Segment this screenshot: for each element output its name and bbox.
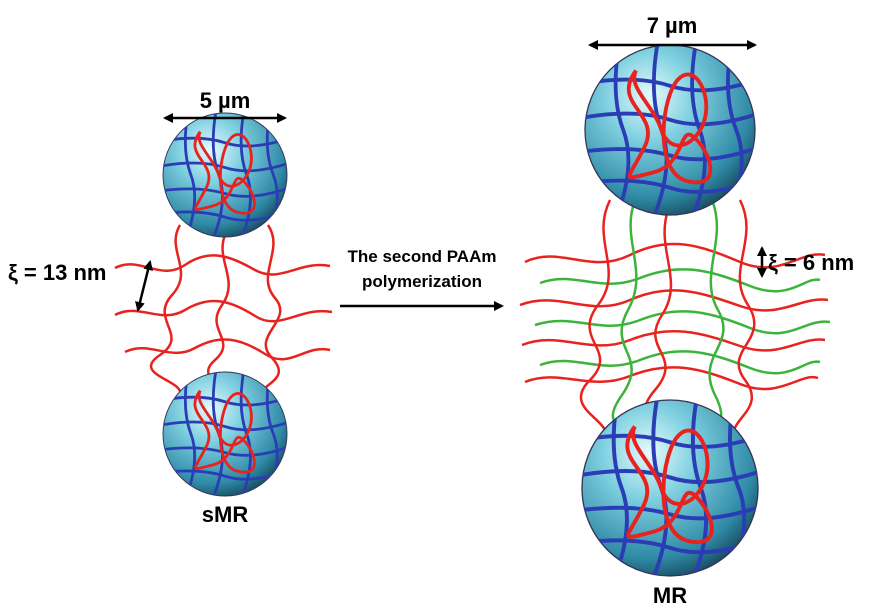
- width-label: 5 µm: [200, 88, 251, 113]
- diagram: 5 µm 7 µm ξ = 13 nm ξ = 6 nm The second …: [0, 0, 877, 608]
- left-network: [115, 225, 332, 395]
- mesh-arrow: [138, 262, 150, 310]
- sphere: [163, 113, 287, 237]
- mesh-label: ξ = 6 nm: [768, 250, 854, 275]
- sphere: [585, 45, 755, 215]
- sphere: [582, 400, 758, 576]
- process-label: polymerization: [362, 272, 482, 291]
- mesh-label: ξ = 13 nm: [8, 260, 106, 285]
- sample-name: sMR: [202, 502, 249, 527]
- sphere: [163, 372, 287, 496]
- width-label: 7 µm: [647, 13, 698, 38]
- process-label: The second PAAm: [348, 247, 497, 266]
- sample-name: MR: [653, 583, 687, 608]
